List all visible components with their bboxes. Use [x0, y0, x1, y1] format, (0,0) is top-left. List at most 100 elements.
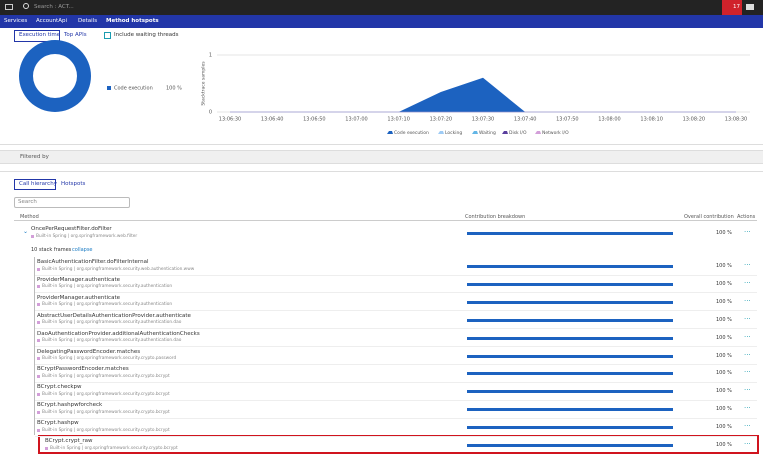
actions[interactable]: ··· [744, 386, 751, 395]
filter-bar[interactable] [0, 150, 763, 164]
x-tick-label: 13:08:20 [683, 117, 705, 123]
row-divider [35, 328, 757, 330]
method-name[interactable]: BCrypt.hashpw [37, 420, 79, 427]
collapse-link[interactable]: collapse [72, 247, 93, 253]
search-icon [23, 3, 29, 9]
source-icon [37, 267, 40, 271]
search-input[interactable]: Search : ACT... [34, 4, 74, 10]
source-icon [37, 374, 40, 378]
legend-swatch [107, 86, 111, 90]
chevron[interactable]: ⌄ [23, 228, 29, 235]
search-box[interactable] [14, 197, 130, 208]
actions[interactable]: ··· [744, 350, 751, 359]
source-icon [37, 357, 40, 360]
x-tick-label: 13:07:50 [556, 117, 578, 123]
x-tick-label: 13:07:40 [514, 117, 536, 123]
tab-active [14, 179, 56, 190]
actions[interactable]: ··· [744, 261, 751, 269]
x-tick-label: 13:08:30 [725, 117, 747, 123]
contribution-bar [467, 372, 673, 376]
method-name[interactable]: BCrypt.hashpwforcheck [37, 402, 103, 409]
legend-label: Code execution [394, 130, 429, 136]
column-header: Method [20, 214, 39, 220]
actions[interactable]: ··· [744, 332, 751, 341]
contribution-label: 100 % [716, 298, 732, 305]
contribution-bar [467, 354, 673, 358]
view-tab[interactable]: Top APIs [64, 32, 87, 38]
chat-icon[interactable] [746, 4, 754, 10]
breadcrumb[interactable]: Services [4, 18, 28, 24]
actions[interactable]: ··· [744, 314, 751, 323]
legend-label: Disk I/O [509, 130, 527, 136]
method-name[interactable]: OncePerRequestFilter.doFilter [31, 226, 112, 232]
legend-swatch [438, 131, 444, 134]
checkbox-label[interactable]: Include waiting threads [114, 32, 179, 38]
contribution-label: 100 % [716, 442, 732, 448]
filter-label[interactable]: Filtered by [20, 154, 49, 160]
method-name[interactable]: BCrypt.crypt_raw [45, 438, 93, 444]
y-tick-label: 0 [209, 110, 212, 116]
method-source: Built-in Spring | org.springframework.se… [42, 338, 182, 344]
method-source: Built-in Spring | org.springframework.se… [42, 427, 170, 433]
pie-slice [19, 40, 91, 112]
method-name[interactable]: ProviderManager.authenticate [37, 276, 120, 283]
hierarchy-tab[interactable]: Hotspots [61, 181, 86, 187]
method-name[interactable]: DaoAuthenticationProvider.additionalAuth… [37, 330, 200, 337]
row-divider [35, 399, 757, 401]
view-tab[interactable]: Execution time [19, 32, 61, 38]
x-tick-label: 13:08:00 [598, 117, 620, 123]
method-name[interactable]: BasicAuthenticationFilter.doFilterIntern… [37, 259, 149, 265]
actions[interactable]: ··· [744, 440, 751, 448]
actions[interactable]: ··· [744, 368, 751, 377]
contribution-bar [467, 336, 673, 340]
area [230, 77, 736, 112]
actions[interactable]: ··· [744, 296, 751, 305]
tree-line [34, 257, 35, 435]
method-name[interactable]: ProviderManager.authenticate [37, 294, 120, 301]
contribution-label: 100 % [716, 334, 732, 341]
contribution-bar [467, 426, 673, 430]
notification-badge[interactable] [722, 0, 742, 15]
method-source: Built-in Spring | org.springframework.se… [42, 320, 182, 326]
x-tick-label: 13:07:30 [472, 117, 494, 123]
y-tick-label: 1 [209, 53, 212, 59]
breadcrumb[interactable]: Method hotspots [106, 18, 159, 24]
breadcrumb-bar [0, 15, 763, 28]
x-tick-label: 13:06:50 [303, 117, 325, 123]
row-divider [35, 417, 757, 419]
method-name[interactable]: BCrypt.checkpw [37, 384, 82, 391]
actions[interactable]: ··· [744, 422, 751, 431]
top-bar [0, 0, 763, 15]
source-icon [37, 428, 40, 432]
legend-label: Locking [445, 130, 462, 136]
divider [0, 171, 763, 172]
breadcrumb[interactable]: Details [78, 18, 98, 24]
actions[interactable]: ··· [744, 228, 751, 236]
breadcrumb[interactable]: AccountApi [36, 18, 67, 24]
tab-active [14, 30, 60, 42]
actions[interactable]: ··· [744, 278, 751, 287]
checkbox[interactable] [104, 32, 111, 39]
contribution-bar [467, 444, 673, 447]
source-icon [37, 285, 40, 289]
x-tick-label: 13:07:00 [345, 117, 367, 123]
legend-label: Network I/O [542, 130, 569, 136]
method-name[interactable]: AbstractUserDetailsAuthenticationProvide… [37, 312, 191, 319]
menu-icon[interactable] [5, 4, 13, 10]
row-divider [35, 292, 757, 294]
hierarchy-tab[interactable]: Call hierarchy [19, 181, 57, 187]
chart-panel [0, 28, 763, 145]
method-source: Built-in Spring | org.springframework.se… [42, 356, 177, 361]
legend-swatch [502, 131, 508, 134]
method-name[interactable]: BCryptPasswordEncoder.matches [37, 366, 129, 373]
contribution-label: 100 % [716, 352, 732, 359]
x-tick-label: 13:06:40 [261, 117, 283, 123]
source-icon [37, 321, 40, 325]
actions[interactable]: ··· [744, 404, 751, 413]
legend-label: Waiting [479, 130, 496, 136]
contribution-label: 100 % [716, 406, 732, 413]
row-divider [35, 364, 757, 365]
contribution-bar [467, 408, 673, 412]
method-name[interactable]: DelegatingPasswordEncoder.matches [37, 348, 141, 355]
